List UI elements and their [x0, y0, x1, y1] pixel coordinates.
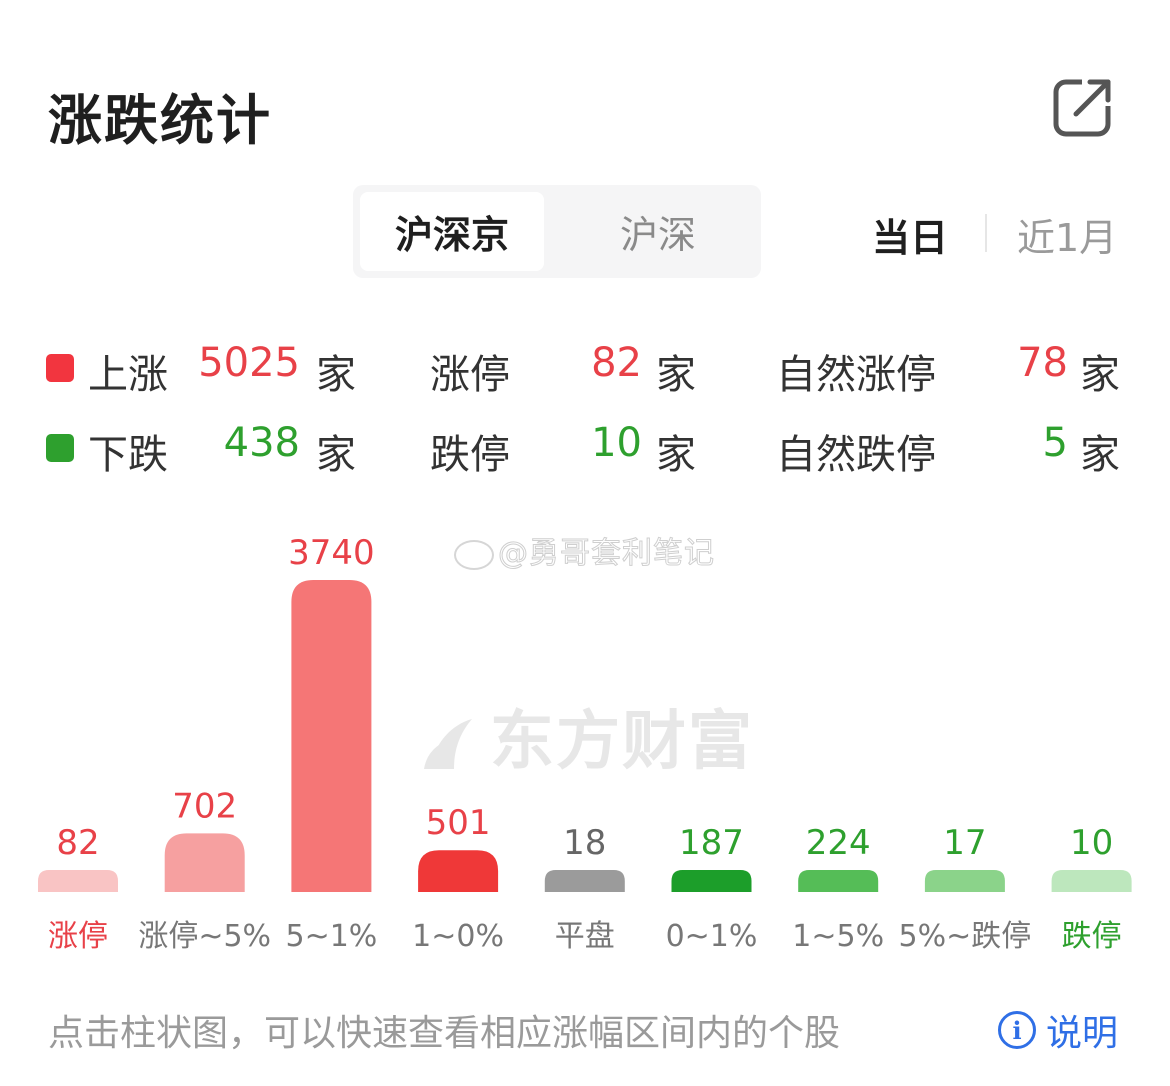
natural-limit-down-unit: 家 [1080, 432, 1120, 478]
bar-5[interactable] [671, 870, 752, 892]
tab-today[interactable]: 当日 [872, 216, 949, 260]
down-label: 下跌 [88, 432, 168, 478]
limit-up-unit: 家 [656, 352, 696, 398]
bar-value-label-8: 10 [1070, 823, 1113, 863]
brand-watermark-text: 东方财富 [490, 705, 754, 779]
tab-recent-month[interactable]: 近1月 [1017, 216, 1118, 260]
bar-value-label-5: 187 [679, 823, 744, 863]
stats-row-down: 下跌 438 家 跌停 10 家 自然跌停 5 家 [0, 418, 1170, 478]
bar-6[interactable] [798, 870, 879, 892]
limit-down-count: 10 [591, 420, 642, 466]
bar-group-8[interactable]: 10 跌停 [1051, 823, 1132, 954]
info-label: 说明 [1046, 1013, 1119, 1054]
weibo-watermark-text: @勇哥套利笔记 [498, 536, 715, 572]
bar-group-6[interactable]: 224 1~5% [792, 823, 884, 954]
bar-value-label-4: 18 [563, 823, 606, 863]
category-label-7: 5%~跌停 [899, 919, 1032, 954]
category-label-0: 涨停 [48, 919, 108, 954]
bar-8[interactable] [1051, 870, 1132, 892]
bar-value-label-3: 501 [426, 803, 491, 843]
limit-up-label: 涨停 [430, 352, 510, 398]
stats-row-up: 上涨 5025 家 涨停 82 家 自然涨停 78 家 [0, 338, 1170, 398]
category-label-6: 1~5% [792, 919, 884, 954]
category-label-2: 5~1% [285, 919, 377, 954]
period-divider [985, 214, 987, 252]
bar-value-label-2: 3740 [288, 533, 375, 573]
tab-hushen[interactable]: 沪深 [619, 213, 696, 257]
brand-logo-icon [424, 719, 472, 770]
bar-group-7[interactable]: 17 5%~跌停 [899, 823, 1032, 954]
natural-limit-up-label: 自然涨停 [776, 352, 936, 398]
bar-value-label-6: 224 [806, 823, 871, 863]
category-label-8: 跌停 [1062, 919, 1122, 954]
bar-1[interactable] [164, 833, 245, 892]
limit-down-label: 跌停 [430, 432, 510, 478]
category-label-5: 0~1% [666, 919, 758, 954]
distribution-bar-chart: 82 涨停 702 涨停~5% 3740 5~1% 501 1~0% 18 平盘 187 0~1% 22… [38, 533, 1132, 954]
limit-down-unit: 家 [656, 432, 696, 478]
bar-group-2[interactable]: 3740 5~1% [285, 533, 377, 954]
bar-value-label-1: 702 [172, 786, 237, 826]
bar-0[interactable] [38, 870, 118, 892]
bar-4[interactable] [544, 870, 625, 892]
down-dot-icon [46, 434, 74, 462]
up-unit: 家 [316, 352, 356, 398]
up-label: 上涨 [88, 352, 168, 398]
category-label-3: 1~0% [412, 919, 504, 954]
limit-up-count: 82 [591, 340, 642, 386]
brand-watermark: 东方财富 [420, 690, 754, 782]
info-icon: i [998, 1011, 1036, 1049]
bar-group-5[interactable]: 187 0~1% [666, 823, 758, 954]
page-title: 涨跌统计 [48, 89, 272, 152]
natural-limit-up-unit: 家 [1080, 352, 1120, 398]
up-count: 5025 [198, 340, 300, 386]
down-unit: 家 [316, 432, 356, 478]
bar-group-3[interactable]: 501 1~0% [412, 803, 504, 954]
bar-group-1[interactable]: 702 涨停~5% [138, 786, 271, 954]
category-label-4: 平盘 [555, 919, 615, 954]
info-link[interactable]: i 说明 [998, 1004, 1118, 1056]
chart-hint: 点击柱状图，可以快速查看相应涨幅区间内的个股 [48, 1013, 841, 1054]
weibo-watermark: @勇哥套利笔记 [454, 528, 715, 572]
tab-hushenjing[interactable]: 沪深京 [360, 192, 544, 271]
bar-value-label-7: 17 [943, 823, 986, 863]
natural-limit-down-label: 自然跌停 [776, 432, 936, 478]
share-external-icon[interactable] [1052, 76, 1114, 138]
natural-limit-down-count: 5 [1042, 420, 1068, 466]
bar-group-0[interactable]: 82 涨停 [38, 823, 118, 954]
weibo-logo-icon [454, 539, 494, 570]
up-dot-icon [46, 354, 74, 382]
bar-group-4[interactable]: 18 平盘 [544, 823, 625, 954]
bar-value-label-0: 82 [56, 823, 99, 863]
category-label-1: 涨停~5% [138, 919, 271, 954]
bar-3[interactable] [418, 850, 499, 892]
down-count: 438 [223, 420, 300, 466]
bar-7[interactable] [924, 870, 1005, 892]
natural-limit-up-count: 78 [1017, 340, 1068, 386]
bar-2[interactable] [291, 580, 372, 892]
market-segment-control: 沪深京 沪深 [353, 185, 761, 278]
